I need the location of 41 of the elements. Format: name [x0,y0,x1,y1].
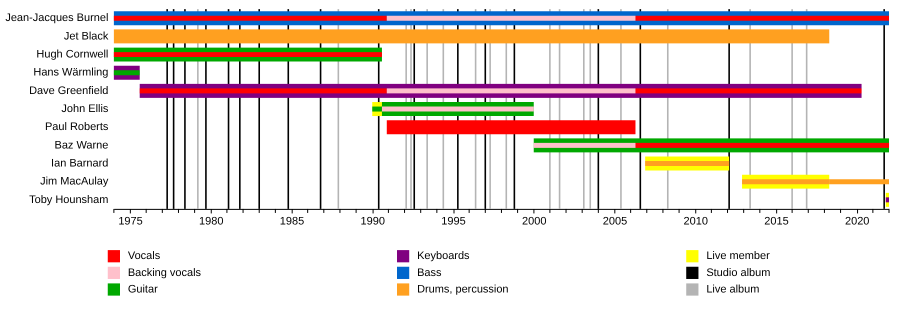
y-tick-label: Dave Greenfield [29,84,108,97]
bar [140,88,387,94]
y-tick-label: Hugh Cornwell [36,48,108,61]
legend-label: Keyboards [417,250,470,262]
x-tick-label: 2010 [684,215,708,228]
legend-label: Live album [706,284,760,296]
bar [382,106,534,112]
x-tick-label: 1985 [280,215,304,228]
legend-label: Studio album [706,266,770,279]
bar [635,142,890,148]
bar [635,16,890,21]
bar [386,88,636,94]
y-tick-label: Jean-Jacques Burnel [5,12,108,24]
y-tick-label: Baz Warne [54,139,108,152]
y-tick-label: Ian Barnard [51,158,108,170]
bar [534,142,636,148]
x-tick-label: 1995 [441,215,466,228]
bar [386,16,636,21]
y-tick-label: Paul Roberts [44,121,109,134]
y-tick-label: Jet Black [64,30,109,42]
x-tick-label: 2000 [522,215,546,228]
x-tick-label: 1975 [118,215,143,228]
legend-label: Vocals [128,250,161,262]
x-tick-label: 1980 [199,215,224,228]
bar [635,88,862,94]
x-tick-label: 2005 [602,215,628,228]
legend-label: Live member [706,250,770,262]
y-tick-label: John Ellis [61,103,109,116]
legend-label: Backing vocals [128,266,202,279]
legend-label: Drums, percussion [417,284,509,296]
bar [645,161,730,166]
y-tick-label: Toby Hounsham [29,194,108,206]
legend-label: Bass [417,266,442,279]
legend-label: Guitar [128,284,158,296]
x-tick-label: 2015 [764,215,789,228]
y-tick-label: Hans Wärmling [33,66,108,79]
bar [114,52,382,58]
y-tick-label: Jim MacAulay [40,176,109,188]
x-tick-label: 1990 [360,215,385,228]
bar [114,16,387,21]
x-tick-label: 2020 [845,215,870,228]
